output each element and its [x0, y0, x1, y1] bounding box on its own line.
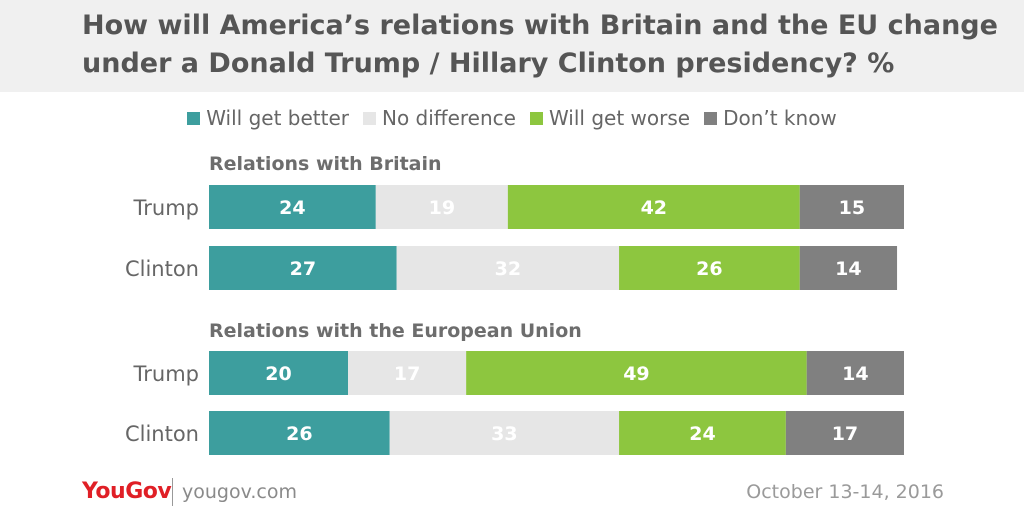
- bar-segment: [209, 411, 390, 455]
- bar-value-label: 17: [832, 423, 858, 445]
- bar-value-label: 15: [839, 197, 865, 219]
- bar-value-label: 26: [286, 423, 312, 445]
- bar-value-label: 20: [265, 363, 291, 385]
- legend-item-dont-know: Don’t know: [704, 106, 837, 130]
- stacked-bar-chart: Relations with Britain Trump 24 19 42 15 Clint…: [125, 153, 904, 455]
- bar-segment: [209, 185, 376, 229]
- chart-title: How will America’s relations with Britai…: [82, 10, 998, 79]
- bar-value-label: 14: [835, 258, 861, 280]
- survey-date: October 13-14, 2016: [746, 481, 944, 503]
- row-label: Clinton: [125, 422, 199, 446]
- bar-value-label: 33: [491, 423, 517, 445]
- bar-value-label: 26: [696, 258, 722, 280]
- bar-segment: [619, 246, 800, 290]
- bar-value-label: 24: [279, 197, 305, 219]
- bar-segment: [799, 246, 898, 290]
- legend-label-no-difference: No difference: [381, 106, 516, 130]
- legend-label-better: Will get better: [206, 106, 349, 130]
- bar-value-label: 24: [689, 423, 715, 445]
- group-title: Relations with Britain: [209, 153, 442, 175]
- bar-value-label: 49: [623, 363, 649, 385]
- legend-item-worse: Will get worse: [529, 106, 691, 130]
- bar-value-label: 42: [641, 197, 667, 219]
- legend-swatch-no-difference: [362, 111, 376, 125]
- bar-segment: [396, 246, 620, 290]
- bar-value-label: 17: [394, 363, 420, 385]
- footer-divider: [172, 478, 173, 506]
- bar-value-label: 19: [429, 197, 455, 219]
- yougov-logo: YouGov: [82, 479, 172, 504]
- bar-segment: [466, 351, 807, 395]
- bar-segment: [785, 411, 904, 455]
- bar-value-label: 27: [290, 258, 316, 280]
- title-banner: How will America’s relations with Britai…: [0, 0, 1024, 92]
- bar-segment: [389, 411, 620, 455]
- group-title: Relations with the European Union: [209, 320, 582, 342]
- bar-segment: [806, 351, 904, 395]
- legend-label-worse: Will get worse: [548, 106, 691, 130]
- row-label: Clinton: [125, 257, 199, 281]
- legend: Will get better No difference Will get w…: [0, 104, 1024, 132]
- bar-segment: [507, 185, 800, 229]
- bar-value-label: 32: [495, 258, 521, 280]
- bar-segment: [348, 351, 467, 395]
- legend-item-better: Will get better: [187, 106, 349, 130]
- footer-url[interactable]: yougov.com: [182, 481, 297, 503]
- legend-item-no-difference: No difference: [362, 106, 516, 130]
- legend-swatch-worse: [529, 111, 543, 125]
- legend-swatch-better: [187, 111, 201, 125]
- row-label: Trump: [133, 362, 199, 386]
- bar-segment: [619, 411, 786, 455]
- legend-swatch-dont-know: [704, 111, 718, 125]
- bar-segment: [209, 246, 397, 290]
- bar-segment: [799, 185, 904, 229]
- row-label: Trump: [133, 196, 199, 220]
- bar-segment: [375, 185, 508, 229]
- bar-value-label: 14: [842, 363, 868, 385]
- legend-label-dont-know: Don’t know: [723, 106, 837, 130]
- bar-segment: [209, 351, 348, 395]
